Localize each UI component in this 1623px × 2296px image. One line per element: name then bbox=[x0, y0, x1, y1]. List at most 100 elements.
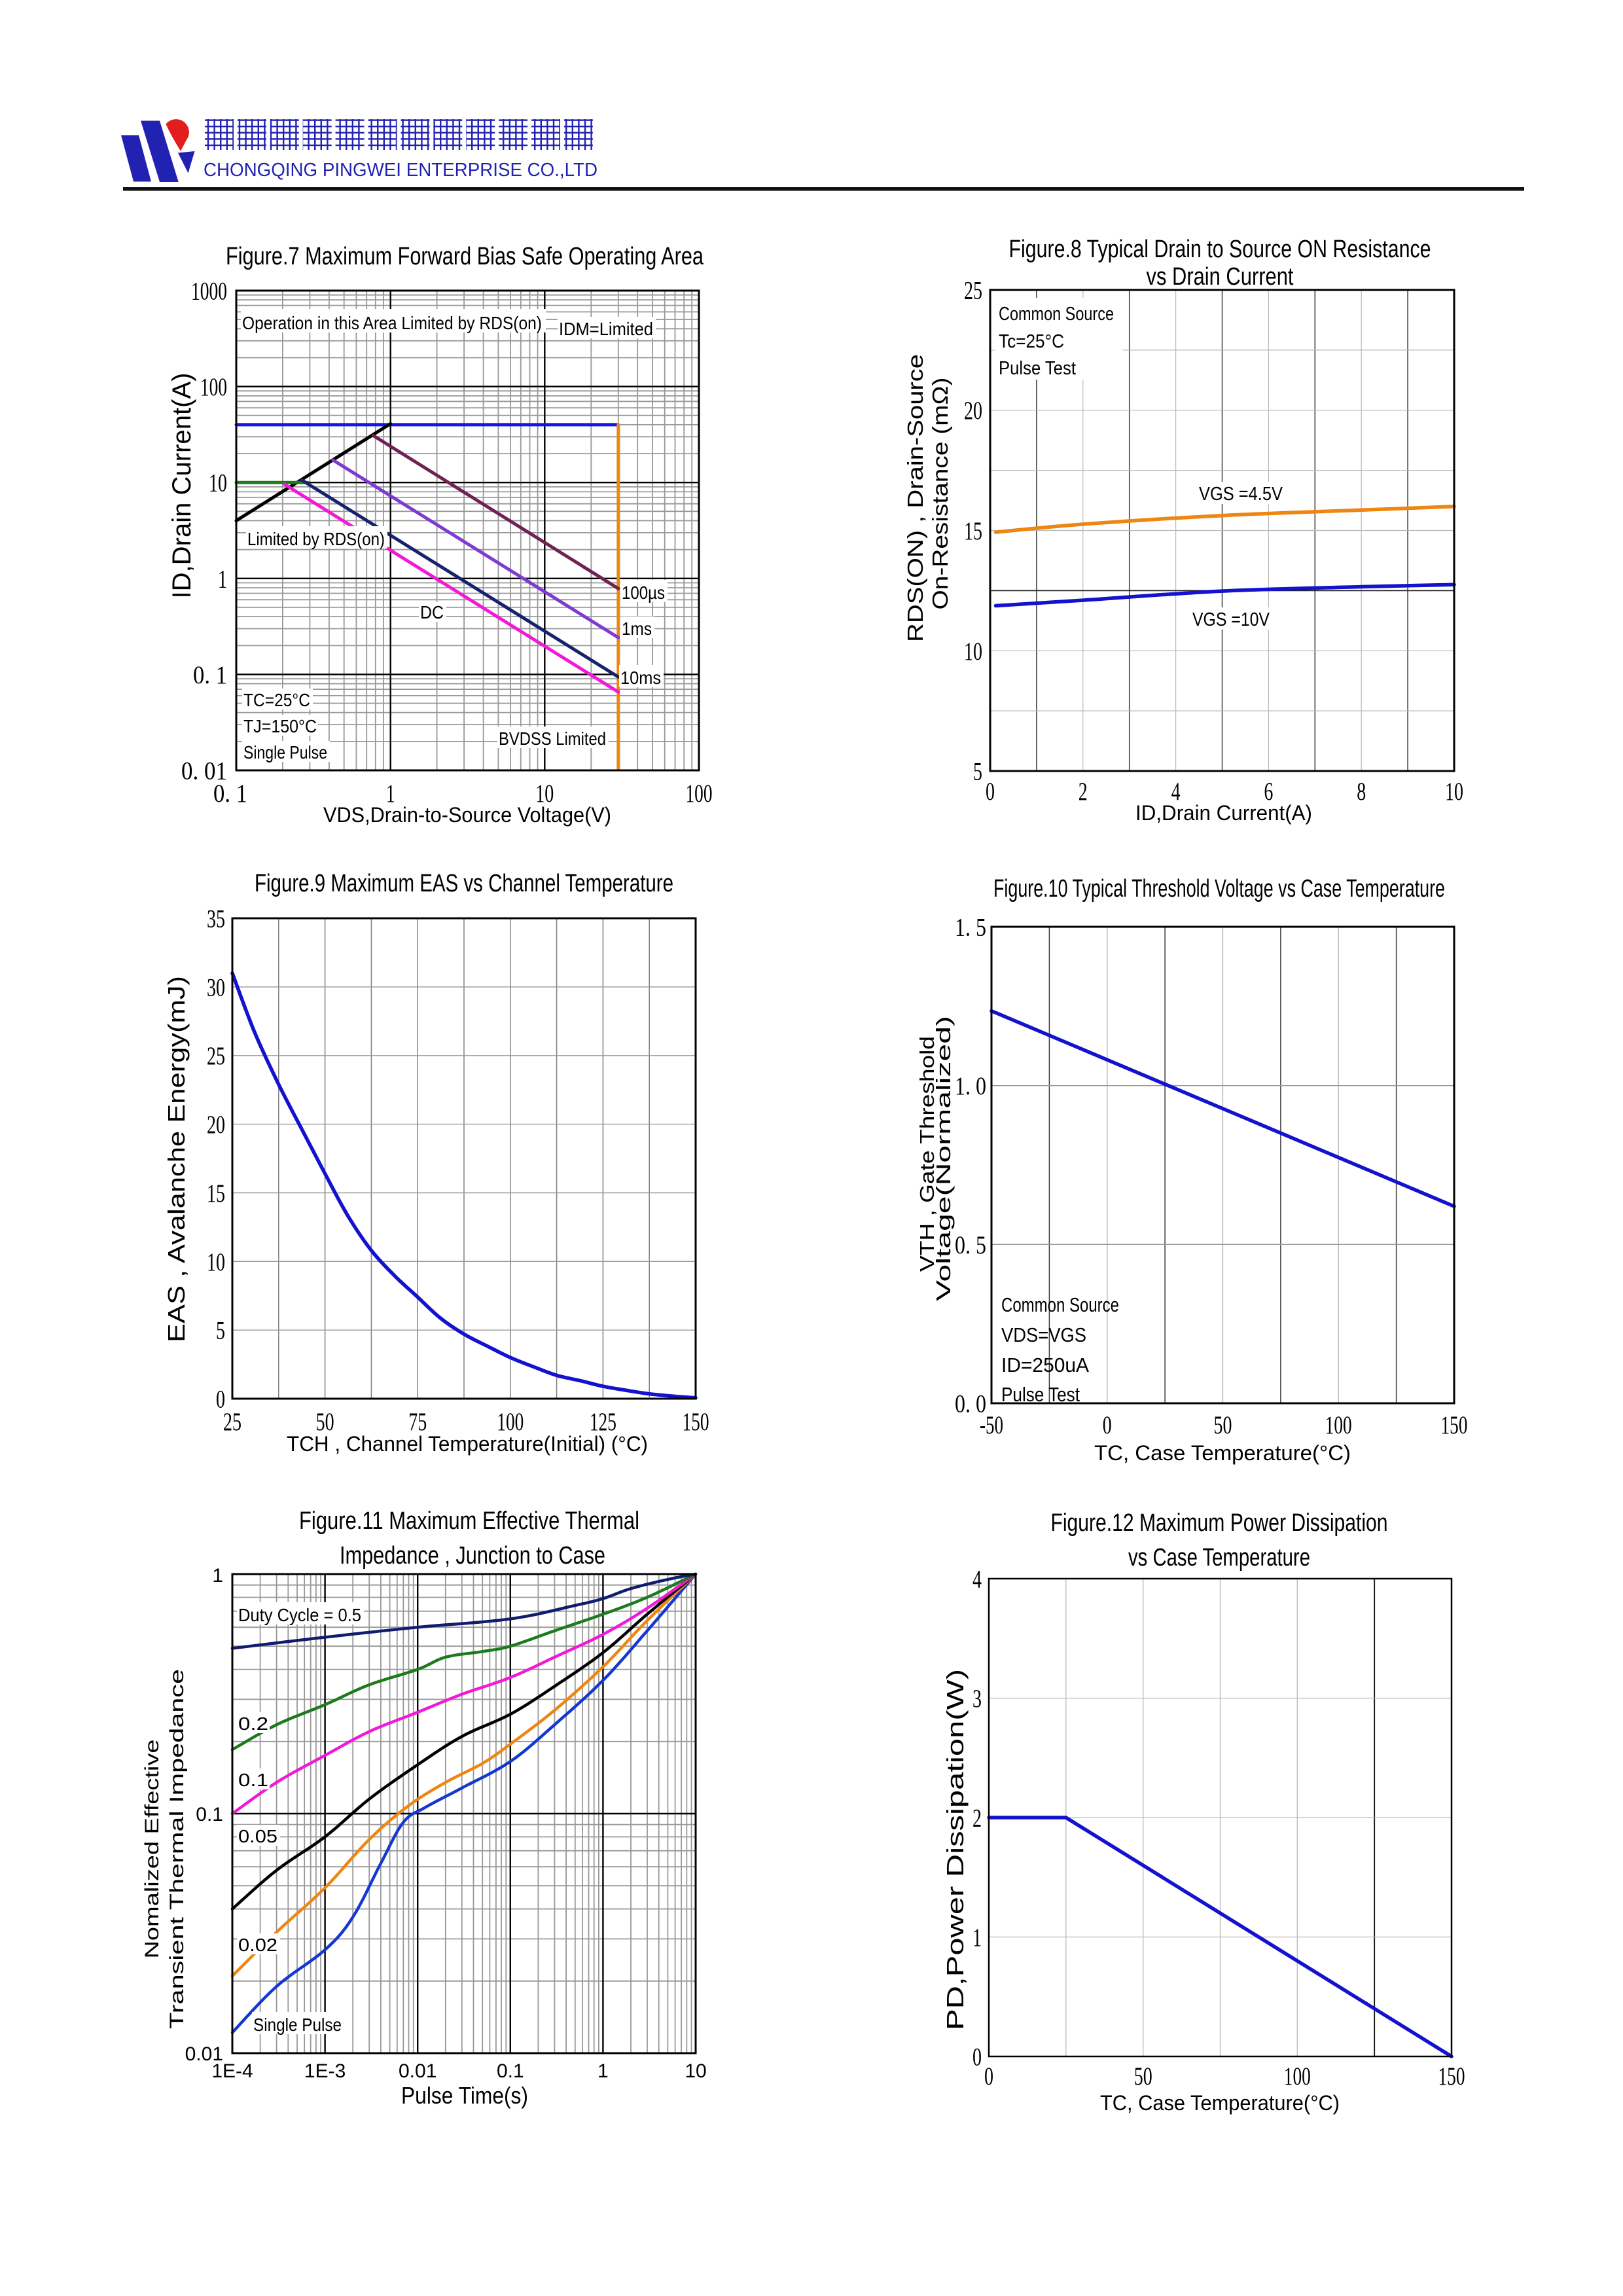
svg-text:DC: DC bbox=[420, 602, 444, 622]
svg-text:0. 5: 0. 5 bbox=[955, 1231, 986, 1259]
svg-text:Figure.12 Maximum Power Dissip: Figure.12 Maximum Power Dissipation bbox=[1051, 1509, 1388, 1537]
svg-text:0: 0 bbox=[216, 1386, 225, 1414]
svg-text:1E-4: 1E-4 bbox=[211, 2060, 253, 2082]
svg-text:BVDSS Limited: BVDSS Limited bbox=[499, 728, 606, 749]
svg-text:0: 0 bbox=[1103, 1411, 1112, 1439]
svg-text:TC, Case Temperature(°C): TC, Case Temperature(°C) bbox=[1094, 1441, 1351, 1465]
svg-text:Pulse Test: Pulse Test bbox=[1001, 1383, 1080, 1406]
svg-text:25: 25 bbox=[207, 1042, 225, 1070]
svg-text:ID,Drain Current(A): ID,Drain Current(A) bbox=[168, 373, 196, 599]
svg-text:PD,Power Dissipation(W): PD,Power Dissipation(W) bbox=[942, 1669, 969, 2030]
svg-text:TC=25°C: TC=25°C bbox=[243, 690, 310, 710]
svg-text:100: 100 bbox=[686, 780, 713, 808]
svg-text:0.2: 0.2 bbox=[238, 1713, 268, 1734]
svg-text:125: 125 bbox=[590, 1408, 616, 1436]
svg-text:15: 15 bbox=[964, 517, 982, 545]
svg-text:Figure.9 Maximum EAS vs Channe: Figure.9 Maximum EAS vs Channel Temperat… bbox=[255, 870, 673, 897]
svg-text:100: 100 bbox=[1325, 1411, 1352, 1439]
svg-text:1: 1 bbox=[597, 2060, 609, 2082]
svg-text:-50: -50 bbox=[980, 1411, 1003, 1439]
svg-text:vs Drain Current: vs Drain Current bbox=[1147, 263, 1294, 291]
svg-text:20: 20 bbox=[964, 397, 982, 425]
svg-text:35: 35 bbox=[207, 905, 225, 933]
svg-text:6: 6 bbox=[1264, 778, 1273, 806]
svg-text:50: 50 bbox=[1214, 1411, 1232, 1439]
svg-text:5: 5 bbox=[216, 1317, 225, 1345]
svg-text:VTH , Gate Threshold: VTH , Gate Threshold bbox=[916, 1036, 938, 1272]
svg-text:10: 10 bbox=[964, 637, 982, 666]
svg-text:0: 0 bbox=[972, 2043, 982, 2072]
svg-text:Figure.7 Maximum Forward Bias: Figure.7 Maximum Forward Bias Safe Opera… bbox=[226, 243, 704, 270]
svg-text:1000: 1000 bbox=[191, 278, 227, 306]
svg-text:1: 1 bbox=[212, 1565, 223, 1587]
svg-text:0. 1: 0. 1 bbox=[193, 661, 227, 689]
svg-text:0.01: 0.01 bbox=[185, 2043, 223, 2065]
svg-text:4: 4 bbox=[972, 1566, 982, 1594]
svg-text:0. 1: 0. 1 bbox=[213, 780, 247, 808]
svg-text:0.05: 0.05 bbox=[238, 1826, 277, 1846]
svg-text:TJ=150°C: TJ=150°C bbox=[243, 716, 317, 736]
svg-text:Pulse Time(s): Pulse Time(s) bbox=[401, 2082, 528, 2109]
svg-text:0: 0 bbox=[986, 778, 995, 806]
svg-text:0. 0: 0. 0 bbox=[955, 1390, 986, 1418]
svg-text:150: 150 bbox=[1438, 2062, 1465, 2090]
svg-text:10: 10 bbox=[1445, 778, 1463, 806]
svg-text:20: 20 bbox=[207, 1111, 225, 1139]
svg-text:Figure.8 Typical Drain to Sour: Figure.8 Typical Drain to Source ON Resi… bbox=[1009, 236, 1431, 263]
svg-text:Operation in this Area Limited: Operation in this Area Limited by RDS(on… bbox=[242, 313, 542, 333]
svg-text:3: 3 bbox=[972, 1685, 982, 1713]
svg-text:30: 30 bbox=[207, 973, 225, 1001]
svg-text:Single Pulse: Single Pulse bbox=[253, 2015, 342, 2035]
svg-text:2: 2 bbox=[972, 1804, 982, 1833]
svg-text:EAS , Avalanche Energy(mJ): EAS , Avalanche Energy(mJ) bbox=[163, 976, 190, 1342]
svg-text:25: 25 bbox=[964, 277, 982, 305]
svg-text:Figure.10 Typical Threshold Vo: Figure.10 Typical Threshold Voltage vs C… bbox=[993, 875, 1445, 903]
svg-text:0.1: 0.1 bbox=[238, 1770, 268, 1790]
svg-text:0. 01: 0. 01 bbox=[181, 757, 227, 785]
svg-text:100µs: 100µs bbox=[622, 583, 665, 603]
svg-text:Single Pulse: Single Pulse bbox=[243, 742, 327, 762]
svg-text:IDM=Limited: IDM=Limited bbox=[559, 319, 653, 339]
svg-text:Tc=25°C: Tc=25°C bbox=[999, 331, 1064, 352]
svg-text:vs Case Temperature: vs Case Temperature bbox=[1128, 1544, 1310, 1571]
svg-text:Limited by RDS(on): Limited by RDS(on) bbox=[247, 529, 385, 549]
svg-text:TCH , Channel Temperature(Init: TCH , Channel Temperature(Initial) (°C) bbox=[287, 1432, 648, 1456]
svg-text:0.1: 0.1 bbox=[497, 2060, 524, 2082]
svg-text:TC, Case Temperature(°C): TC, Case Temperature(°C) bbox=[1100, 2091, 1340, 2115]
svg-text:Figure.11 Maximum Effective Th: Figure.11 Maximum Effective Thermal bbox=[299, 1507, 639, 1535]
svg-text:150: 150 bbox=[1441, 1411, 1468, 1439]
svg-text:100: 100 bbox=[1284, 2062, 1311, 2090]
svg-text:1: 1 bbox=[218, 565, 227, 593]
svg-text:Voltage(Normalized): Voltage(Normalized) bbox=[932, 1016, 955, 1301]
svg-text:VDS=VGS: VDS=VGS bbox=[1001, 1323, 1086, 1346]
svg-text:4: 4 bbox=[1171, 778, 1181, 806]
svg-text:100: 100 bbox=[497, 1408, 524, 1436]
svg-text:Impedance , Junction to Case: Impedance , Junction to Case bbox=[340, 1542, 605, 1570]
svg-text:0.02: 0.02 bbox=[238, 1935, 277, 1955]
svg-text:Common Source: Common Source bbox=[999, 304, 1114, 325]
svg-text:75: 75 bbox=[408, 1408, 427, 1436]
svg-text:100: 100 bbox=[200, 373, 227, 401]
svg-text:Transient Thermal Impedance: Transient Thermal Impedance bbox=[166, 1669, 188, 2029]
svg-text:1: 1 bbox=[972, 1924, 982, 1952]
svg-text:15: 15 bbox=[207, 1179, 225, 1208]
svg-text:5: 5 bbox=[973, 758, 982, 786]
svg-text:Common Source: Common Source bbox=[1001, 1293, 1119, 1316]
svg-text:0.01: 0.01 bbox=[399, 2060, 437, 2082]
svg-text:VGS =4.5V: VGS =4.5V bbox=[1199, 484, 1283, 505]
svg-text:1ms: 1ms bbox=[622, 619, 652, 639]
svg-text:1: 1 bbox=[386, 780, 395, 808]
svg-text:10: 10 bbox=[535, 780, 554, 808]
svg-text:8: 8 bbox=[1357, 778, 1366, 806]
svg-text:1. 0: 1. 0 bbox=[955, 1072, 986, 1100]
svg-text:Duty Cycle = 0.5: Duty Cycle = 0.5 bbox=[238, 1605, 361, 1625]
svg-text:VGS =10V: VGS =10V bbox=[1192, 609, 1270, 630]
svg-text:1E-3: 1E-3 bbox=[304, 2060, 346, 2082]
svg-text:50: 50 bbox=[1134, 2062, 1152, 2090]
svg-text:10: 10 bbox=[207, 1248, 225, 1276]
svg-text:50: 50 bbox=[316, 1408, 334, 1436]
svg-text:1. 5: 1. 5 bbox=[955, 914, 986, 942]
svg-text:10: 10 bbox=[685, 2060, 706, 2082]
svg-text:Pulse Test: Pulse Test bbox=[999, 358, 1076, 379]
svg-text:On-Resistance (mΩ): On-Resistance (mΩ) bbox=[928, 378, 952, 610]
